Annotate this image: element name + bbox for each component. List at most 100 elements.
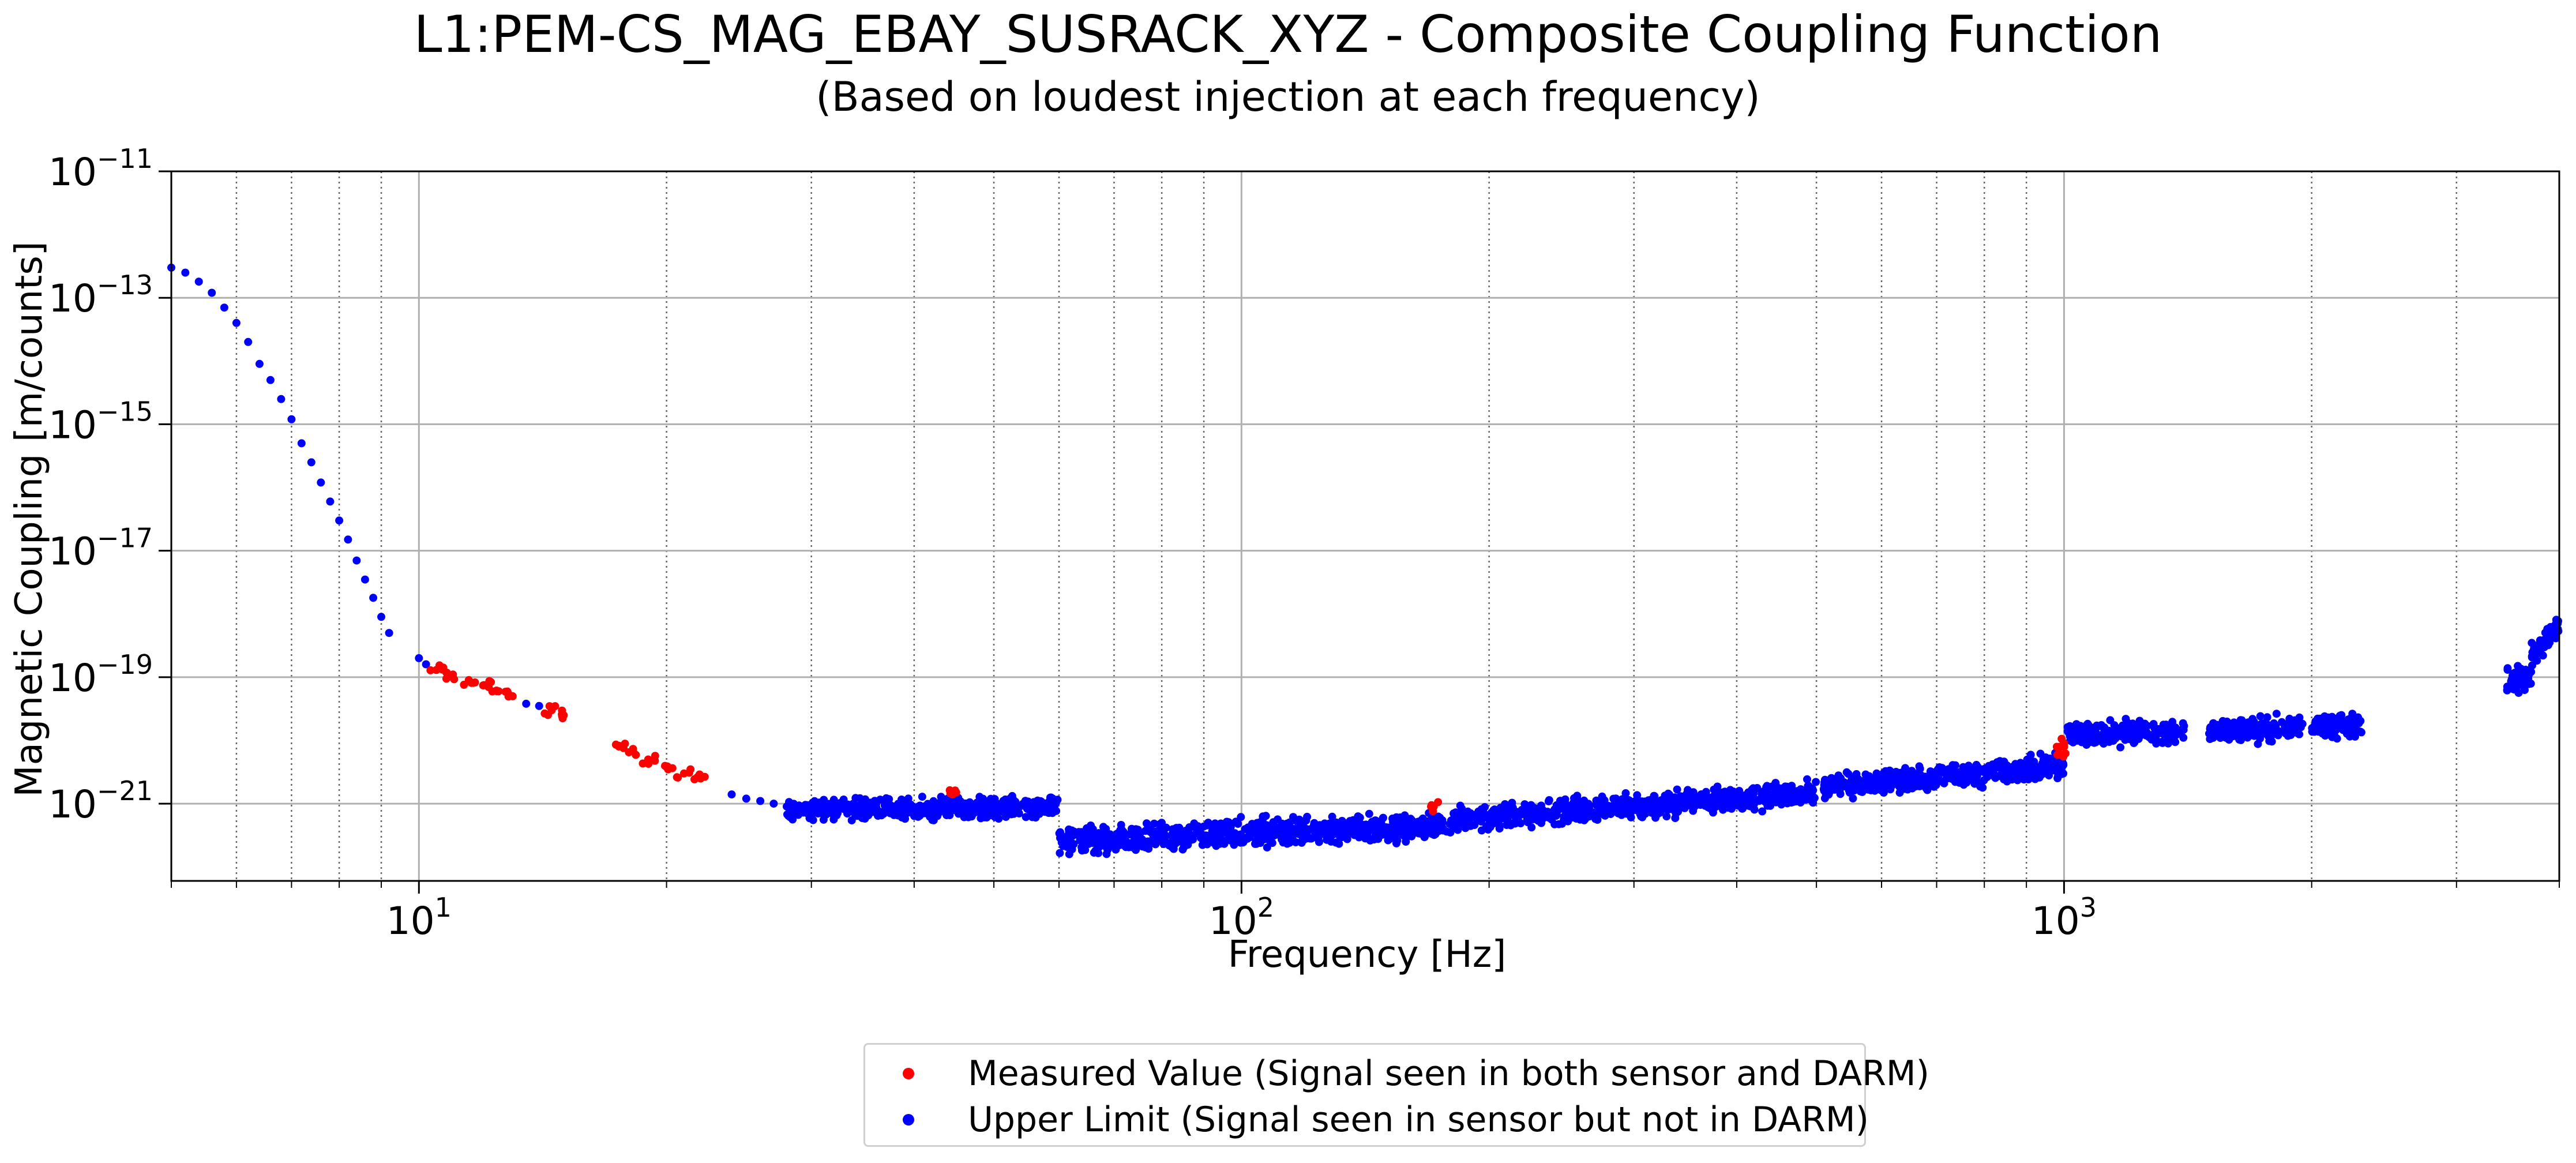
upper-limit-point bbox=[1574, 800, 1582, 809]
upper-limit-point bbox=[1159, 838, 1167, 846]
upper-limit-point bbox=[1740, 796, 1749, 804]
upper-limit-point bbox=[2333, 714, 2342, 723]
upper-limit-point bbox=[1585, 802, 1594, 811]
upper-limit-point bbox=[208, 288, 216, 297]
upper-limit-point bbox=[1431, 830, 1440, 838]
upper-limit-point bbox=[1861, 770, 1870, 779]
upper-limit-point bbox=[1269, 818, 1278, 827]
upper-limit-point bbox=[1113, 830, 1121, 838]
measured-point bbox=[2056, 742, 2064, 751]
measured-point bbox=[503, 687, 512, 696]
upper-limit-point bbox=[1827, 774, 1836, 782]
upper-limit-point bbox=[1632, 799, 1640, 808]
upper-limit-point bbox=[1495, 824, 1504, 833]
upper-limit-point bbox=[788, 815, 797, 824]
upper-limit-point bbox=[1580, 796, 1589, 805]
upper-limit-point bbox=[1237, 813, 1245, 821]
upper-limit-point bbox=[1864, 777, 1872, 786]
measured-point bbox=[426, 666, 435, 674]
upper-limit-point bbox=[876, 796, 884, 804]
upper-limit-point bbox=[1349, 816, 1357, 824]
upper-limit-point bbox=[1102, 841, 1111, 849]
upper-limit-point bbox=[1024, 800, 1033, 809]
upper-limit-point bbox=[1340, 820, 1349, 829]
upper-limit-point bbox=[1343, 833, 1351, 842]
upper-limit-point bbox=[1466, 809, 1475, 817]
upper-limit-point bbox=[2508, 685, 2517, 693]
chart-legend: Measured Value (Signal seen in both sens… bbox=[863, 1043, 1929, 1147]
upper-limit-point bbox=[2267, 737, 2276, 746]
upper-limit-point bbox=[1614, 809, 1623, 817]
upper-limit-point bbox=[1728, 804, 1736, 813]
upper-limit-point bbox=[1102, 850, 1111, 858]
upper-limit-point bbox=[1738, 804, 1747, 813]
upper-limit-point bbox=[377, 613, 385, 621]
upper-limit-point bbox=[2244, 731, 2252, 740]
upper-limit-point bbox=[2121, 715, 2130, 723]
y-tick-label: 10−13 bbox=[48, 269, 153, 321]
upper-limit-point bbox=[2517, 667, 2526, 676]
upper-limit-point bbox=[2171, 723, 2180, 732]
y-tick-label: 10−15 bbox=[48, 396, 153, 447]
upper-limit-point bbox=[1844, 770, 1853, 778]
upper-limit-point bbox=[2068, 734, 2076, 742]
upper-limit-point bbox=[1882, 767, 1890, 775]
upper-limit-point bbox=[1448, 817, 1457, 826]
upper-limit-point bbox=[1062, 839, 1071, 848]
upper-limit-point bbox=[842, 802, 850, 811]
upper-limit-point bbox=[1420, 830, 1428, 839]
upper-limit-point bbox=[1710, 802, 1718, 811]
upper-limit-point bbox=[937, 793, 945, 801]
upper-limit-point bbox=[1801, 793, 1809, 801]
upper-limit-point bbox=[1966, 772, 1974, 781]
upper-limit-point bbox=[1330, 826, 1338, 835]
upper-limit-point bbox=[1611, 798, 1620, 807]
upper-limit-point bbox=[1353, 827, 1361, 835]
upper-limit-point bbox=[2209, 719, 2218, 727]
upper-limit-point bbox=[1259, 815, 1267, 823]
upper-limit-point bbox=[1090, 834, 1098, 842]
y-tick-label: 10−21 bbox=[48, 775, 153, 827]
upper-limit-point bbox=[2030, 757, 2038, 766]
upper-limit-point bbox=[2254, 740, 2262, 748]
upper-limit-point bbox=[1528, 811, 1537, 819]
upper-limit-point bbox=[2019, 766, 2028, 774]
measured-point bbox=[674, 773, 682, 782]
upper-limit-point bbox=[1976, 782, 1985, 791]
upper-limit-point bbox=[1327, 837, 1335, 846]
upper-limit-point bbox=[2325, 725, 2334, 734]
upper-limit-point bbox=[1529, 804, 1537, 812]
upper-limit-point bbox=[1593, 816, 1602, 824]
upper-limit-point bbox=[1764, 790, 1773, 798]
upper-limit-point bbox=[1175, 823, 1184, 832]
measured-point bbox=[540, 709, 549, 718]
upper-limit-point bbox=[1183, 831, 1191, 840]
axis-ticks: 10−11 10−13 10−15 10−17 10−19 10−21 101 102 103 bbox=[48, 143, 2560, 943]
data-points bbox=[167, 263, 2563, 858]
upper-limit-point bbox=[2272, 710, 2281, 718]
upper-limit-point bbox=[926, 812, 934, 821]
upper-limit-point bbox=[1480, 809, 1488, 818]
upper-limit-point bbox=[2308, 724, 2316, 733]
upper-limit-point bbox=[1647, 796, 1655, 804]
upper-limit-point bbox=[1885, 784, 1894, 793]
upper-limit-point bbox=[727, 790, 736, 799]
upper-limit-point bbox=[415, 654, 423, 662]
upper-limit-point bbox=[2352, 716, 2361, 725]
upper-limit-point bbox=[1600, 798, 1609, 806]
upper-limit-point bbox=[990, 801, 999, 809]
measured-point bbox=[2061, 749, 2070, 758]
upper-limit-point bbox=[1744, 788, 1752, 797]
upper-limit-point bbox=[2236, 716, 2245, 725]
upper-limit-point bbox=[1075, 830, 1083, 839]
upper-limit-point bbox=[1311, 827, 1320, 835]
upper-limit-point bbox=[344, 535, 352, 544]
upper-limit-point bbox=[913, 807, 921, 816]
upper-limit-point bbox=[1625, 806, 1634, 815]
upper-limit-point bbox=[1065, 825, 1073, 834]
upper-limit-point bbox=[1171, 839, 1180, 847]
upper-limit-point bbox=[1516, 819, 1524, 827]
upper-limit-point bbox=[1932, 767, 1940, 776]
upper-limit-point bbox=[922, 806, 930, 815]
upper-limit-point bbox=[1915, 762, 1924, 771]
